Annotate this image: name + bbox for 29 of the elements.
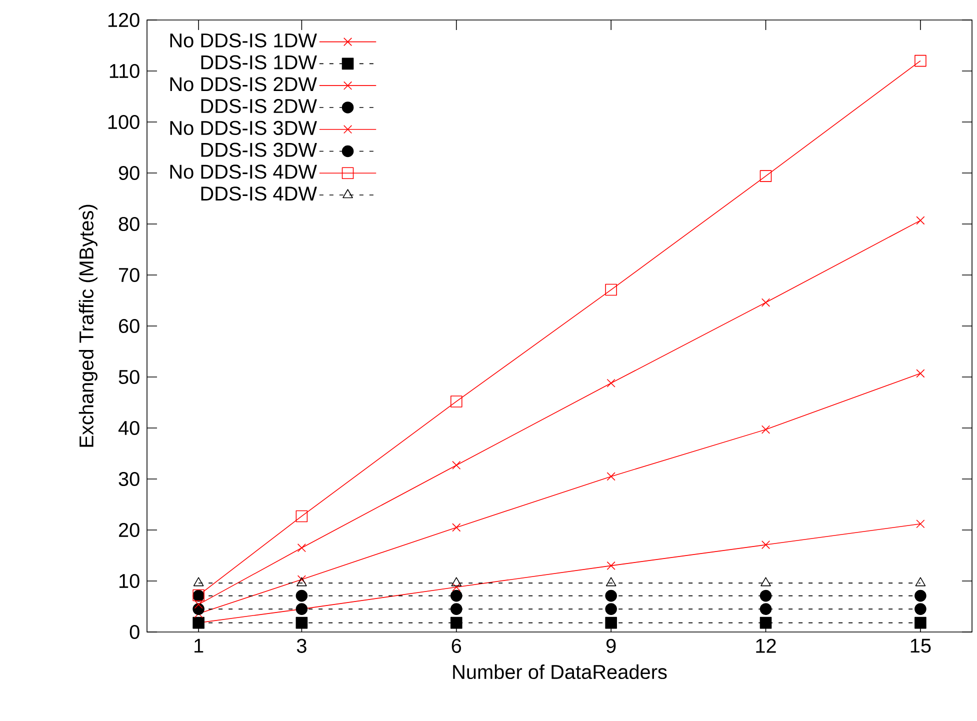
x-tick-label: 15 (910, 638, 931, 653)
y-tick-label: 120 (108, 12, 140, 28)
x-axis-title: Number of DataReaders (453, 664, 667, 680)
x-tick-label: 3 (296, 638, 306, 653)
y-tick-label: 50 (118, 370, 140, 384)
legend-label: No DDS-IS 3DW (170, 120, 317, 136)
y-tick-label: 40 (118, 420, 140, 436)
y-tick-label: 100 (108, 114, 140, 130)
y-axis-title: Exchanged Traffic (MBytes) (78, 204, 98, 447)
legend-label: No DDS-IS 2DW (170, 77, 317, 92)
legend-label: DDS-IS 1DW (201, 55, 317, 70)
x-tick-label: 12 (756, 638, 776, 653)
legend-label: DDS-IS 2DW (201, 99, 317, 114)
x-tick-label: 6 (452, 638, 462, 653)
legend-label: DDS-IS 3DW (201, 142, 317, 157)
y-tick-label: 90 (118, 166, 140, 180)
y-tick-label: 0 (130, 624, 140, 640)
x-tick-label: 9 (606, 638, 616, 653)
y-tick-label: 30 (118, 472, 140, 486)
legend-label: DDS-IS 4DW (201, 186, 317, 201)
legend-label: No DDS-IS 4DW (170, 164, 317, 179)
x-tick-label: 1 (194, 638, 204, 653)
y-tick-label: 110 (110, 64, 140, 78)
y-tick-label: 20 (118, 522, 140, 538)
y-tick-label: 60 (119, 318, 140, 334)
y-tick-label: 10 (120, 574, 140, 588)
y-tick-label: 80 (118, 216, 140, 232)
y-tick-label: 70 (119, 268, 140, 282)
legend-label: No DDS-IS 1DW (170, 33, 317, 48)
